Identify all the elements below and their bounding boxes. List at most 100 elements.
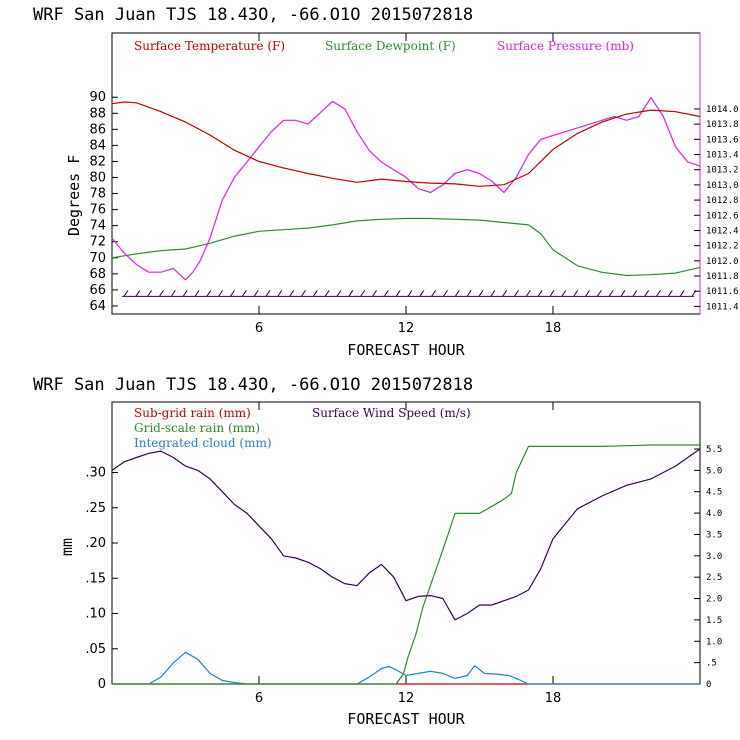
wind-barb bbox=[312, 290, 318, 297]
wind-barb bbox=[419, 290, 425, 297]
wind-barb bbox=[301, 290, 306, 297]
y-tick-label: 66 bbox=[89, 283, 106, 298]
y-tick-label: 72 bbox=[89, 235, 106, 250]
wind-barb bbox=[431, 290, 437, 297]
y2-tick-label: 3.0 bbox=[706, 552, 722, 562]
wind-barb bbox=[407, 290, 413, 297]
wind-barb bbox=[348, 290, 354, 297]
wind-barb bbox=[644, 290, 650, 297]
x-tick-label: 6 bbox=[255, 691, 263, 706]
wind-barb bbox=[596, 290, 602, 297]
wind-barb bbox=[454, 290, 460, 297]
y2-tick-label: 1013.6 bbox=[706, 135, 739, 145]
wind-barb bbox=[147, 290, 153, 297]
y-tick-label: .15 bbox=[85, 571, 106, 586]
legend-surface-dewpoint: Surface Dewpoint (F) bbox=[325, 39, 456, 53]
y-tick-label: .30 bbox=[85, 466, 106, 481]
y2-tick-label: 1012.4 bbox=[706, 226, 739, 236]
x-tick-label: 18 bbox=[545, 321, 562, 336]
y2-tick-label: 1012.0 bbox=[706, 257, 739, 267]
wind-barb bbox=[549, 290, 555, 297]
wind-barb bbox=[253, 290, 259, 297]
y2-tick-label: 3.5 bbox=[706, 530, 722, 540]
y2-tick-label: 1012.2 bbox=[706, 242, 739, 252]
wind-barb bbox=[573, 290, 579, 297]
wind-barb bbox=[478, 290, 484, 297]
y2-tick-label: 5.5 bbox=[706, 445, 722, 455]
wind-barb bbox=[514, 290, 519, 297]
y2-tick-label: 1.5 bbox=[706, 616, 722, 626]
y-tick-label: 70 bbox=[89, 251, 106, 266]
wind-barb bbox=[490, 290, 496, 297]
y-tick-label: 84 bbox=[89, 138, 106, 153]
wind-barb bbox=[336, 290, 342, 297]
legend-integrated-cloud: Integrated cloud (mm) bbox=[134, 436, 272, 450]
surface-temperature-line bbox=[111, 101, 701, 187]
wind-barb bbox=[360, 290, 366, 297]
wind-barb bbox=[289, 290, 295, 297]
wind-barb bbox=[656, 290, 661, 297]
surface-wind-speed-line bbox=[111, 448, 701, 621]
y2-tick-label: 1011.8 bbox=[706, 272, 739, 282]
temperature-panel: WRF San Juan TJS 18.43O, -66.O1O 2015072… bbox=[33, 5, 739, 359]
y2-tick-label: 0 bbox=[706, 680, 711, 690]
y2-tick-label: 1013.8 bbox=[706, 120, 739, 130]
wind-barb bbox=[585, 290, 590, 297]
wind-barb bbox=[277, 290, 283, 297]
legend-surface-wind-speed: Surface Wind Speed (m/s) bbox=[312, 406, 471, 420]
bottom-x-axis-label: FORECAST HOUR bbox=[347, 710, 465, 728]
y-tick-label: 86 bbox=[89, 122, 106, 137]
bottom-axis-ticks: 6 12 18 0 .05 .10 .15 .20 .25 .30 0 .5 1.0 1.5 2.0 2.5 3… bbox=[85, 402, 722, 706]
wind-barb bbox=[620, 290, 626, 297]
wind-barb bbox=[632, 290, 638, 297]
wind-barb bbox=[667, 290, 673, 297]
legend-surface-temperature: Surface Temperature (F) bbox=[134, 39, 285, 53]
y2-tick-label: 2.5 bbox=[706, 573, 722, 583]
wind-barb bbox=[241, 290, 247, 297]
y2-tick-label: 4.0 bbox=[706, 509, 722, 519]
wind-barb bbox=[691, 290, 697, 297]
wind-barb bbox=[324, 290, 330, 297]
wind-barb bbox=[608, 290, 614, 297]
wind-barb bbox=[372, 290, 377, 297]
y-tick-label: 90 bbox=[89, 90, 106, 105]
legend-gridscale-rain: Grid-scale rain (mm) bbox=[134, 421, 260, 435]
y2-tick-label: 1011.4 bbox=[706, 302, 739, 312]
y2-tick-label: 1012.8 bbox=[706, 196, 739, 206]
x-tick-label: 6 bbox=[255, 321, 263, 336]
wind-barb bbox=[170, 290, 176, 297]
surface-dewpoint-line bbox=[111, 217, 701, 277]
wind-barb bbox=[265, 290, 271, 297]
y2-tick-label: 1.0 bbox=[706, 637, 722, 647]
y2-tick-label: 1013.0 bbox=[706, 181, 739, 191]
wind-barb bbox=[443, 290, 448, 297]
y-tick-label: 64 bbox=[89, 299, 106, 314]
y2-tick-label: 5.0 bbox=[706, 466, 722, 476]
y2-tick-label: 1014.0 bbox=[706, 105, 739, 115]
wind-barb bbox=[159, 290, 164, 297]
wind-barb bbox=[218, 290, 224, 297]
y-tick-label: 78 bbox=[89, 187, 106, 202]
wind-barb bbox=[182, 290, 188, 297]
y-tick-label: 82 bbox=[89, 154, 106, 169]
y-tick-label: 88 bbox=[89, 106, 106, 121]
y2-tick-label: 1011.6 bbox=[706, 287, 739, 297]
y-tick-label: 74 bbox=[89, 219, 106, 234]
top-series-group bbox=[111, 96, 701, 297]
integrated-cloud-line bbox=[112, 651, 700, 685]
top-y-axis-label: Degrees F bbox=[65, 155, 83, 236]
wind-barb bbox=[537, 290, 543, 297]
y-tick-label: 68 bbox=[89, 267, 106, 282]
wind-barb bbox=[679, 290, 685, 297]
y-tick-label: .25 bbox=[85, 501, 106, 516]
wind-barb bbox=[395, 290, 401, 297]
y-tick-label: 76 bbox=[89, 203, 106, 218]
x-tick-label: 18 bbox=[545, 691, 562, 706]
x-tick-label: 12 bbox=[398, 691, 415, 706]
bottom-panel-header: WRF San Juan TJS 18.43O, -66.O1O 2015072… bbox=[33, 375, 473, 395]
wind-barb bbox=[525, 290, 531, 297]
rain-panel: WRF San Juan TJS 18.43O, -66.O1O 2015072… bbox=[33, 375, 722, 728]
bottom-y-axis-label: mm bbox=[58, 538, 76, 556]
